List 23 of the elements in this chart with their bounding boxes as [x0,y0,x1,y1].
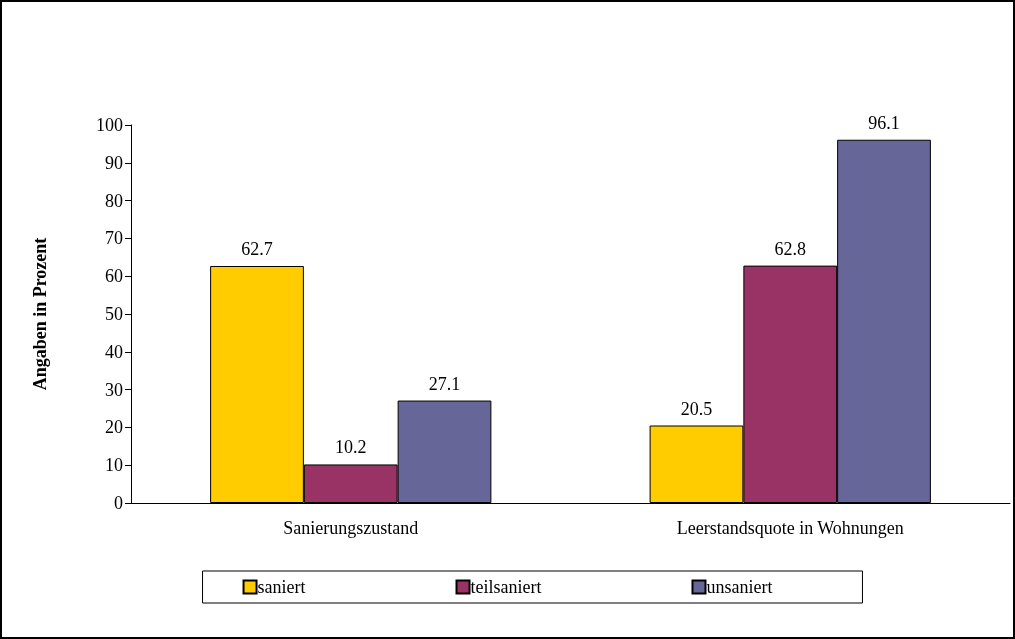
legend-label: unsaniert [706,577,773,597]
data-label: 10.2 [335,437,367,458]
y-axis-title: Angaben in Prozent [30,237,50,391]
y-tick-label: 30 [105,379,123,400]
y-tick-label: 100 [96,115,123,135]
data-label: 27.1 [428,373,461,394]
y-tick-label: 20 [105,417,123,438]
y-tick-label: 80 [105,190,123,211]
y-tick-label: 0 [114,493,123,513]
data-label: 96.1 [868,112,900,133]
y-tick-label: 10 [105,455,123,476]
data-label: 62.7 [241,238,273,259]
data-label: 20.5 [680,398,713,419]
x-tick-label: Sanierungszustand [283,518,419,538]
y-tick-label: 40 [105,341,123,362]
legend-label: teilsaniert [470,577,542,597]
x-tick-label: Leerstandsquote in Wohnungen [676,518,904,538]
y-tick-label: 90 [105,152,123,173]
data-label: 62.8 [774,238,806,259]
legend-label: saniert [257,577,306,597]
y-tick-label: 70 [105,228,123,249]
y-tick-label: 60 [105,266,123,287]
y-tick-label: 50 [105,304,123,324]
